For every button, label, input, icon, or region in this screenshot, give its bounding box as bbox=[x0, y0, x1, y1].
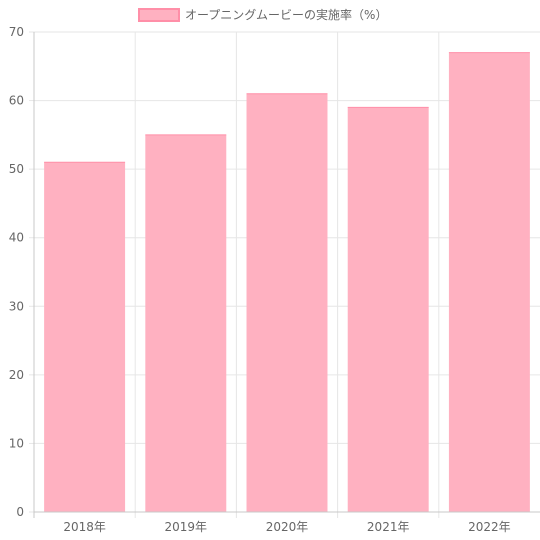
bar-2021年[interactable] bbox=[347, 107, 429, 512]
legend[interactable]: オープニングムービーの実施率（%） bbox=[138, 7, 387, 22]
bar-2022年[interactable] bbox=[448, 52, 530, 512]
y-tick-label: 0 bbox=[16, 505, 24, 519]
y-tick-label: 60 bbox=[9, 94, 24, 108]
x-tick-label: 2020年 bbox=[266, 520, 309, 534]
y-tick-label: 70 bbox=[9, 25, 24, 39]
bar-2020年[interactable] bbox=[246, 93, 328, 512]
bar-2019年[interactable] bbox=[145, 134, 227, 512]
axes-layer bbox=[33, 32, 540, 518]
bars-layer bbox=[44, 52, 530, 513]
y-tick-label: 40 bbox=[9, 231, 24, 245]
labels-layer: 0 10 20 30 40 50 60 70 2018年 2019年 2020年 2021年 2022年 bbox=[9, 25, 511, 534]
y-tick-label: 20 bbox=[9, 368, 24, 382]
bar-2018年[interactable] bbox=[44, 162, 126, 513]
y-tick-label: 30 bbox=[9, 299, 24, 313]
x-tick-label: 2019年 bbox=[165, 520, 208, 534]
x-tick-label: 2022年 bbox=[468, 520, 511, 534]
x-tick-label: 2018年 bbox=[63, 520, 106, 534]
y-tick-label: 10 bbox=[9, 436, 24, 450]
legend-swatch bbox=[138, 8, 180, 22]
x-tick-label: 2021年 bbox=[367, 520, 410, 534]
legend-label: オープニングムービーの実施率（%） bbox=[185, 7, 387, 22]
y-tick-label: 50 bbox=[9, 162, 24, 176]
